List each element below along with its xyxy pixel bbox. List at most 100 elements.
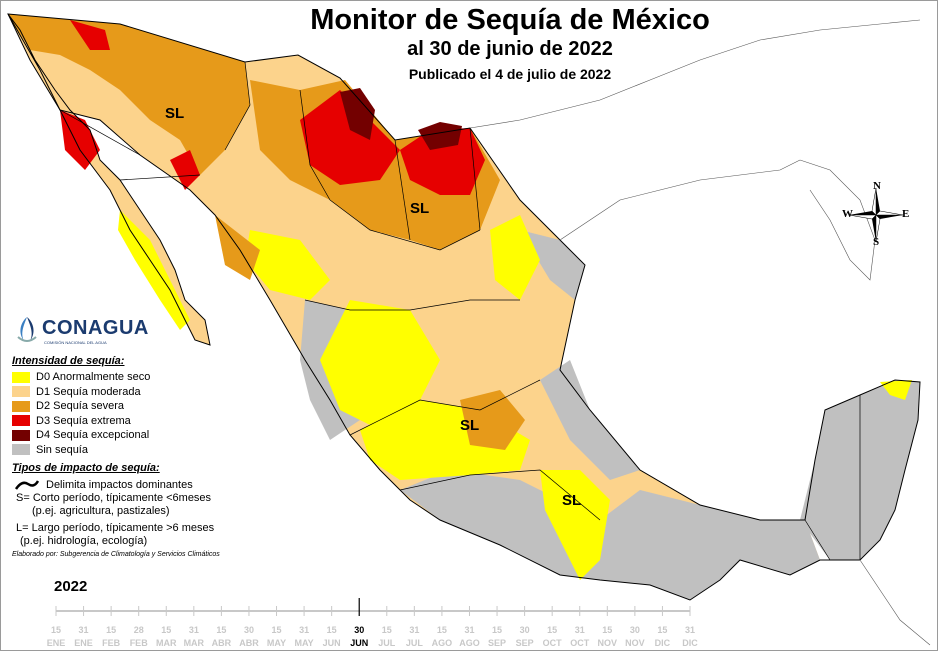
timeline-month-label: MAY [294, 638, 313, 648]
legend-intensity-title: Intensidad de sequía: [12, 355, 125, 367]
timeline-month-label: FEB [130, 638, 149, 648]
timeline-month-label: AGO [432, 638, 453, 648]
conagua-logo: CONAGUA COMISIÓN NACIONAL DEL AGUA [14, 315, 148, 351]
d0-durango [245, 230, 330, 300]
legend-item-d0: D0 Anormalmente seco [12, 370, 282, 385]
timeline-day-label: 15 [492, 625, 502, 635]
sl-label-coahuila: SL [410, 200, 429, 217]
usa-border [469, 19, 921, 129]
timeline-day-label: 31 [685, 625, 695, 635]
logo-subtitle: COMISIÓN NACIONAL DEL AGUA [44, 340, 107, 345]
legend-swatch-d2 [12, 400, 30, 412]
compass-w: W [842, 208, 853, 220]
timeline-month-label: OCT [543, 638, 563, 648]
none-gulf [540, 360, 640, 480]
timeline-day-label: 31 [189, 625, 199, 635]
d3-chihuahua [300, 90, 400, 185]
legend-item-none: Sin sequía [12, 443, 282, 458]
legend-item-d2: D2 Sequía severa [12, 399, 282, 414]
timeline-month-label: JUL [406, 638, 424, 648]
d0-central [320, 300, 440, 430]
conagua-logo-icon [17, 317, 37, 342]
compass-rose: N S E W [842, 180, 910, 248]
impact-line-label: Delimita impactos dominantes [46, 479, 193, 491]
long-term-example: (p.ej. hidrología, ecología) [20, 535, 148, 547]
timeline-day-label: 15 [216, 625, 226, 635]
timeline-month-label: MAR [156, 638, 177, 648]
legend-item-d1: D1 Sequía moderada [12, 385, 282, 400]
d0-baja-south [118, 210, 190, 330]
d4-coahuila [418, 122, 462, 150]
none-northeast-coast [520, 230, 585, 300]
sl-label-south: SL [562, 492, 581, 509]
timeline-month-label: SEP [516, 638, 534, 648]
timeline-day-label: 15 [106, 625, 116, 635]
timeline-month-label: ABR [212, 638, 232, 648]
timeline-day-label: 31 [409, 625, 419, 635]
timeline-month-label: MAY [267, 638, 286, 648]
compass-icon [848, 187, 904, 243]
legend-swatch-d3 [12, 415, 30, 427]
legend-impact-line: Delimita impactos dominantes [14, 478, 282, 492]
timeline-day-label: 31 [575, 625, 585, 635]
timeline-day-label: 28 [134, 625, 144, 635]
long-term-label: L= Largo período, típicamente >6 meses [16, 522, 215, 534]
timeline-day-label: 31 [79, 625, 89, 635]
legend-swatch-d4 [12, 429, 30, 441]
legend-impact-title: Tipos de impacto de sequía: [12, 462, 160, 474]
timeline-month-label: FEB [102, 638, 121, 648]
coastline [7, 13, 921, 601]
legend-swatch-d0 [12, 371, 30, 383]
credit-line: Elaborado por: Subgerencia de Climatolog… [12, 551, 220, 558]
d2-central [460, 390, 525, 450]
timeline-month-label: OCT [570, 638, 590, 648]
map-date: al 30 de junio de 2022 [407, 38, 613, 60]
legend-label-d4: D4 Sequía excepcional [36, 429, 150, 442]
timeline-day-label: 15 [657, 625, 667, 635]
timeline-month-label: SEP [488, 638, 506, 648]
timeline-day-label: 15 [437, 625, 447, 635]
timeline-day-label: 30 [630, 625, 640, 635]
timeline-day-label: 15 [602, 625, 612, 635]
legend-swatch-none [12, 444, 30, 456]
d3-sonora-east [170, 150, 200, 190]
timeline-day-label: 30 [520, 625, 530, 635]
d0-yucatan-tip [880, 380, 912, 400]
timeline-day-label: 31 [299, 625, 309, 635]
none-south [400, 470, 820, 600]
central-america-border [859, 559, 931, 646]
timeline-day-label: 30 [354, 625, 364, 635]
state-borders [59, 61, 861, 561]
d2-northwest [8, 14, 250, 175]
sl-label-sonora: SL [165, 105, 184, 122]
timeline-month-label: MAR [184, 638, 205, 648]
legend-label-d0: D0 Anormalmente seco [36, 371, 151, 384]
timeline-month-label: DIC [682, 638, 698, 648]
timeline-day-label: 15 [327, 625, 337, 635]
sl-label-central: SL [460, 417, 479, 434]
timeline-day-label: 15 [547, 625, 557, 635]
timeline-month-label: JUN [323, 638, 341, 648]
short-term-example: (p.ej. agricultura, pastizales) [32, 505, 170, 517]
impact-line-icon [14, 480, 40, 490]
map-title: Monitor de Sequía de México [310, 4, 710, 36]
timeline-month-label: NOV [598, 638, 618, 648]
timeline-day-label: 15 [382, 625, 392, 635]
florida [799, 159, 876, 281]
compass-e: E [902, 208, 910, 220]
d4-chihuahua [340, 88, 375, 140]
d3-sonora-coast [60, 110, 100, 170]
compass-s: S [873, 236, 880, 248]
timeline-day-label: 15 [161, 625, 171, 635]
timeline-month-label: ENE [47, 638, 66, 648]
timeline-month-label: JUL [378, 638, 396, 648]
timeline-day-label: 30 [244, 625, 254, 635]
timeline-month-label: AGO [459, 638, 480, 648]
d3-coahuila [400, 128, 485, 195]
legend-swatch-d1 [12, 386, 30, 398]
legend-item-d3: D3 Sequía extrema [12, 414, 282, 429]
timeline-month-label: ABR [239, 638, 259, 648]
legend: Intensidad de sequía: D0 Anormalmente se… [12, 355, 282, 558]
logo-name: CONAGUA [42, 317, 149, 339]
